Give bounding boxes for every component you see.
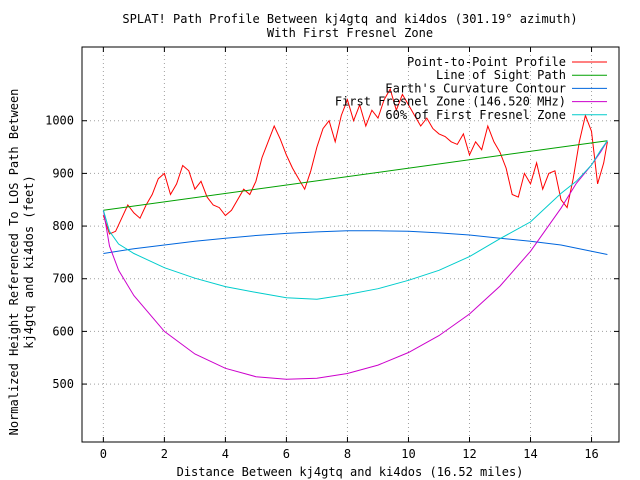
legend-label: First Fresnel Zone (146.520 MHz) — [335, 95, 566, 109]
y-axis-label-line2: kj4gtq and ki4dos (feet) — [22, 175, 36, 348]
x-tick-label: 8 — [344, 447, 351, 461]
x-tick-label: 6 — [283, 447, 290, 461]
series-line-first-fresnel-zone-146-520-mhz — [102, 140, 608, 380]
x-tick-label: 14 — [523, 447, 537, 461]
x-tick-label: 16 — [584, 447, 598, 461]
series-line-60-of-first-fresnel-zone — [102, 140, 608, 300]
series-line-earth-s-curvature-contour — [103, 230, 608, 255]
series-line-line-of-sight-path — [103, 140, 608, 211]
y-tick-label: 600 — [52, 324, 74, 338]
legend-label: Earth's Curvature Contour — [385, 81, 566, 95]
legend-label: Point-to-Point Profile — [407, 55, 566, 69]
y-tick-label: 700 — [52, 272, 74, 286]
y-tick-label: 800 — [52, 219, 74, 233]
axis-ticks: 0 2 4 6 8 10 12 14 16 500 600 700 800 900 1000 — [45, 47, 619, 461]
chart-title: SPLAT! Path Profile Between kj4gtq and k… — [122, 12, 577, 26]
plot-frame — [81, 46, 620, 443]
x-axis-label: Distance Between kj4gtq and ki4dos (16.5… — [177, 465, 524, 479]
x-tick-label: 12 — [462, 447, 476, 461]
chart-subtitle: With First Fresnel Zone — [267, 26, 433, 40]
series-line-point-to-point-profile — [102, 87, 608, 235]
y-axis-label: Normalized Height Referenced To LOS Path… — [7, 89, 21, 436]
legend-label: 60% of First Fresnel Zone — [385, 108, 566, 122]
x-tick-label: 4 — [222, 447, 229, 461]
series-layer — [102, 87, 608, 380]
x-tick-label: 0 — [100, 447, 107, 461]
y-tick-label: 1000 — [45, 114, 74, 128]
y-tick-label: 500 — [52, 377, 74, 391]
grid-lines — [82, 47, 619, 442]
x-tick-label: 10 — [401, 447, 415, 461]
legend-label: Line of Sight Path — [436, 68, 566, 82]
y-tick-label: 900 — [52, 166, 74, 180]
x-tick-label: 2 — [161, 447, 168, 461]
